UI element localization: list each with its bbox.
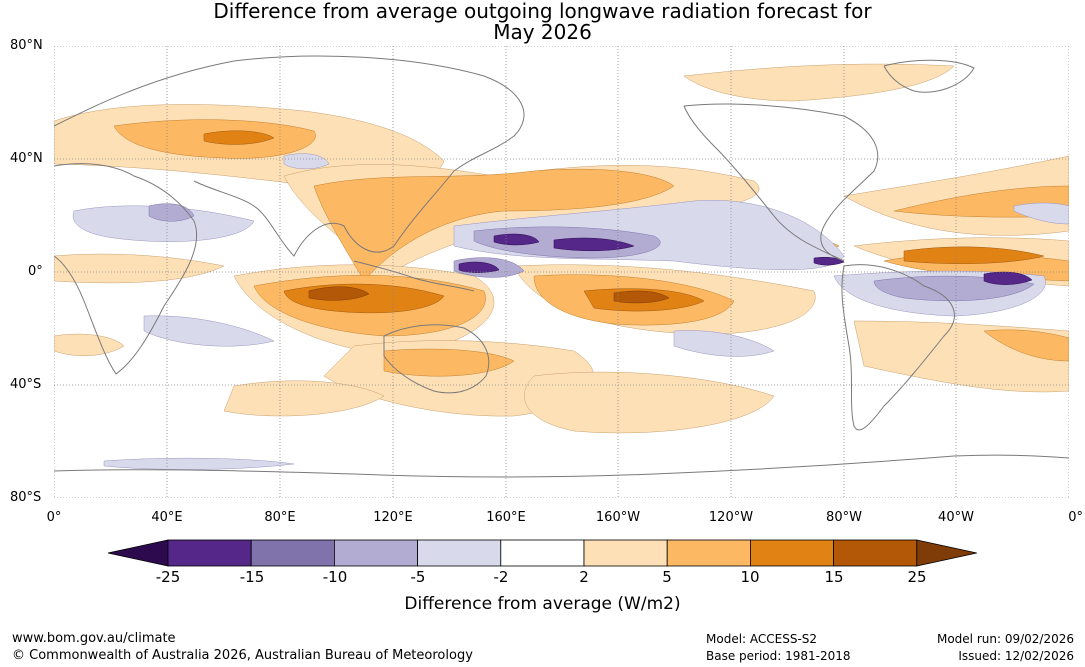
olr-anomaly-map	[54, 46, 1069, 498]
lat-label-0: 0°	[28, 264, 43, 279]
colorbar-title: Difference from average (W/m2)	[404, 594, 681, 614]
colorbar-tick-minus-25: -25	[155, 568, 181, 586]
colorbar-tick-minus-2: -2	[493, 568, 509, 586]
lat-label-40n: 40°N	[10, 151, 43, 166]
colorbar-segment	[750, 539, 835, 567]
colorbar-tick-10: 10	[740, 568, 760, 586]
lon-label-120w: 120°W	[708, 510, 754, 525]
coastline-antarctica	[54, 454, 1069, 478]
lon-label-40w: 40°W	[938, 510, 974, 525]
colorbar-segment	[833, 539, 918, 567]
lon-label-80w: 80°W	[826, 510, 862, 525]
chart-title-line-2: May 2026	[493, 20, 592, 44]
lon-label-0-east: 0°	[1068, 510, 1083, 525]
footer-base-period: Base period: 1981-2018	[706, 649, 851, 663]
coastline-maritime-continent	[353, 260, 475, 292]
lon-label-80e: 80°E	[264, 510, 296, 525]
colorbar-tick-minus-5: -5	[410, 568, 426, 586]
colorbar-tick-5: 5	[662, 568, 672, 586]
colorbar	[107, 539, 977, 567]
lon-label-40e: 40°E	[151, 510, 183, 525]
footer-model-run: Model run: 09/02/2026	[936, 632, 1074, 646]
coastline-africa	[54, 163, 198, 375]
lon-label-0: 0°	[46, 510, 62, 525]
lon-label-160w: 160°W	[595, 510, 641, 525]
lat-label-80s: 80°S	[10, 490, 42, 505]
footer-copyright: © Commonwealth of Australia 2026, Austra…	[12, 648, 473, 663]
colorbar-segment	[333, 539, 418, 567]
lat-label-40s: 40°S	[10, 377, 42, 392]
lat-label-80n: 80°N	[10, 38, 43, 53]
colorbar-tick-25: 25	[907, 568, 927, 586]
colorbar-segment	[666, 539, 751, 567]
coastline-north-america	[683, 103, 879, 262]
lon-label-120e: 120°E	[373, 510, 413, 525]
lon-label-160e: 160°E	[486, 510, 526, 525]
graticule	[54, 46, 1069, 498]
colorbar-tick-minus-10: -10	[322, 568, 348, 586]
colorbar-tick-minus-15: -15	[239, 568, 265, 586]
coastline-europe-asia	[54, 55, 525, 257]
colorbar-segment	[250, 539, 335, 567]
colorbar-tick-15: 15	[824, 568, 844, 586]
coastline-south-america	[841, 264, 955, 431]
anomaly-fill-minus-10-to-minus-5	[148, 203, 1035, 302]
footer-issued: Issued: 12/02/2026	[958, 649, 1074, 663]
footer-url[interactable]: www.bom.gov.au/climate	[12, 631, 176, 646]
colorbar-segment	[417, 539, 502, 567]
colorbar-segment	[583, 539, 668, 567]
footer-model: Model: ACCESS-S2	[706, 632, 818, 646]
coastline-greenland	[883, 59, 975, 93]
coastlines	[54, 55, 1069, 478]
colorbar-extend-high	[916, 539, 977, 567]
anomaly-fill-15-to-25	[308, 286, 670, 304]
colorbar-tick-2: 2	[579, 568, 589, 586]
anomaly-fill-minus-15-to-minus-10	[458, 233, 1033, 285]
colorbar-segment	[500, 539, 585, 567]
colorbar-segment	[167, 539, 252, 567]
chart-title-line-1: Difference from average outgoing longwav…	[213, 0, 872, 23]
coastline-australia	[383, 324, 490, 394]
colorbar-extend-low	[107, 539, 169, 567]
